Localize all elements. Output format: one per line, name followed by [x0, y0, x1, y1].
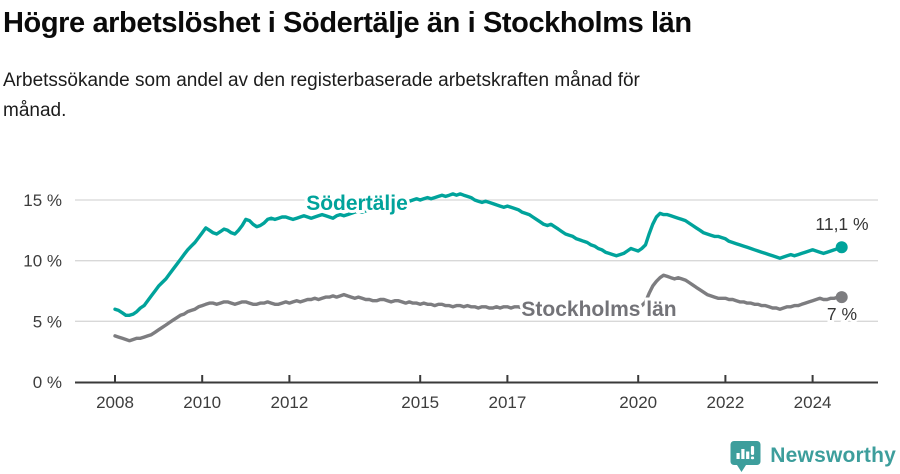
newsworthy-logo-icon: [730, 440, 761, 472]
x-tick-label: 2022: [706, 393, 744, 412]
y-tick-label: 15 %: [23, 191, 62, 210]
x-tick-label: 2015: [401, 393, 439, 412]
chart-header: Högre arbetslöshet i Södertälje än i Sto…: [3, 6, 883, 126]
logo-bar-chart-glyph: [736, 445, 755, 459]
x-tick-label: 2017: [488, 393, 526, 412]
logo-speech-bubble: [730, 440, 761, 472]
y-tick-label: 5 %: [33, 312, 62, 331]
y-tick-label: 10 %: [23, 252, 62, 271]
series-end-dot-sodertalje: [835, 241, 848, 254]
brand-name: Newsworthy: [770, 444, 896, 467]
series-end-value-sodertalje: 11,1 %: [815, 214, 868, 234]
x-tick-label: 2010: [183, 393, 221, 412]
series-end-value-stockholms-lan: 7 %: [827, 304, 857, 324]
series-end-dot-stockholms-lan: [835, 291, 848, 304]
brand-footer: Newsworthy: [730, 439, 896, 473]
unemployment-line-chart: 2008 2010 2012 2015 2017 2020 2022 2024 0 % 5 % 10…: [23, 189, 878, 412]
x-tick-label: 2008: [96, 393, 134, 412]
subtitle-line-2: månad.: [3, 100, 67, 121]
chart-title: Högre arbetslöshet i Södertälje än i Sto…: [3, 7, 692, 39]
subtitle-line-1: Arbetssökande som andel av den registerb…: [3, 70, 640, 91]
series-line-sodertalje: [113, 192, 844, 317]
y-tick-label: 0 %: [33, 373, 62, 392]
x-tick-label: 2024: [794, 393, 832, 412]
x-tick-label: 2020: [619, 393, 657, 412]
chart-subtitle: Arbetssökande som andel av den registerb…: [3, 66, 883, 126]
series-label-sodertalje: Södertälje: [306, 192, 408, 215]
x-tick-label: 2012: [270, 393, 308, 412]
series-label-stockholms-lan: Stockholms län: [521, 298, 676, 321]
series-line-stockholms-lan: [113, 273, 844, 343]
